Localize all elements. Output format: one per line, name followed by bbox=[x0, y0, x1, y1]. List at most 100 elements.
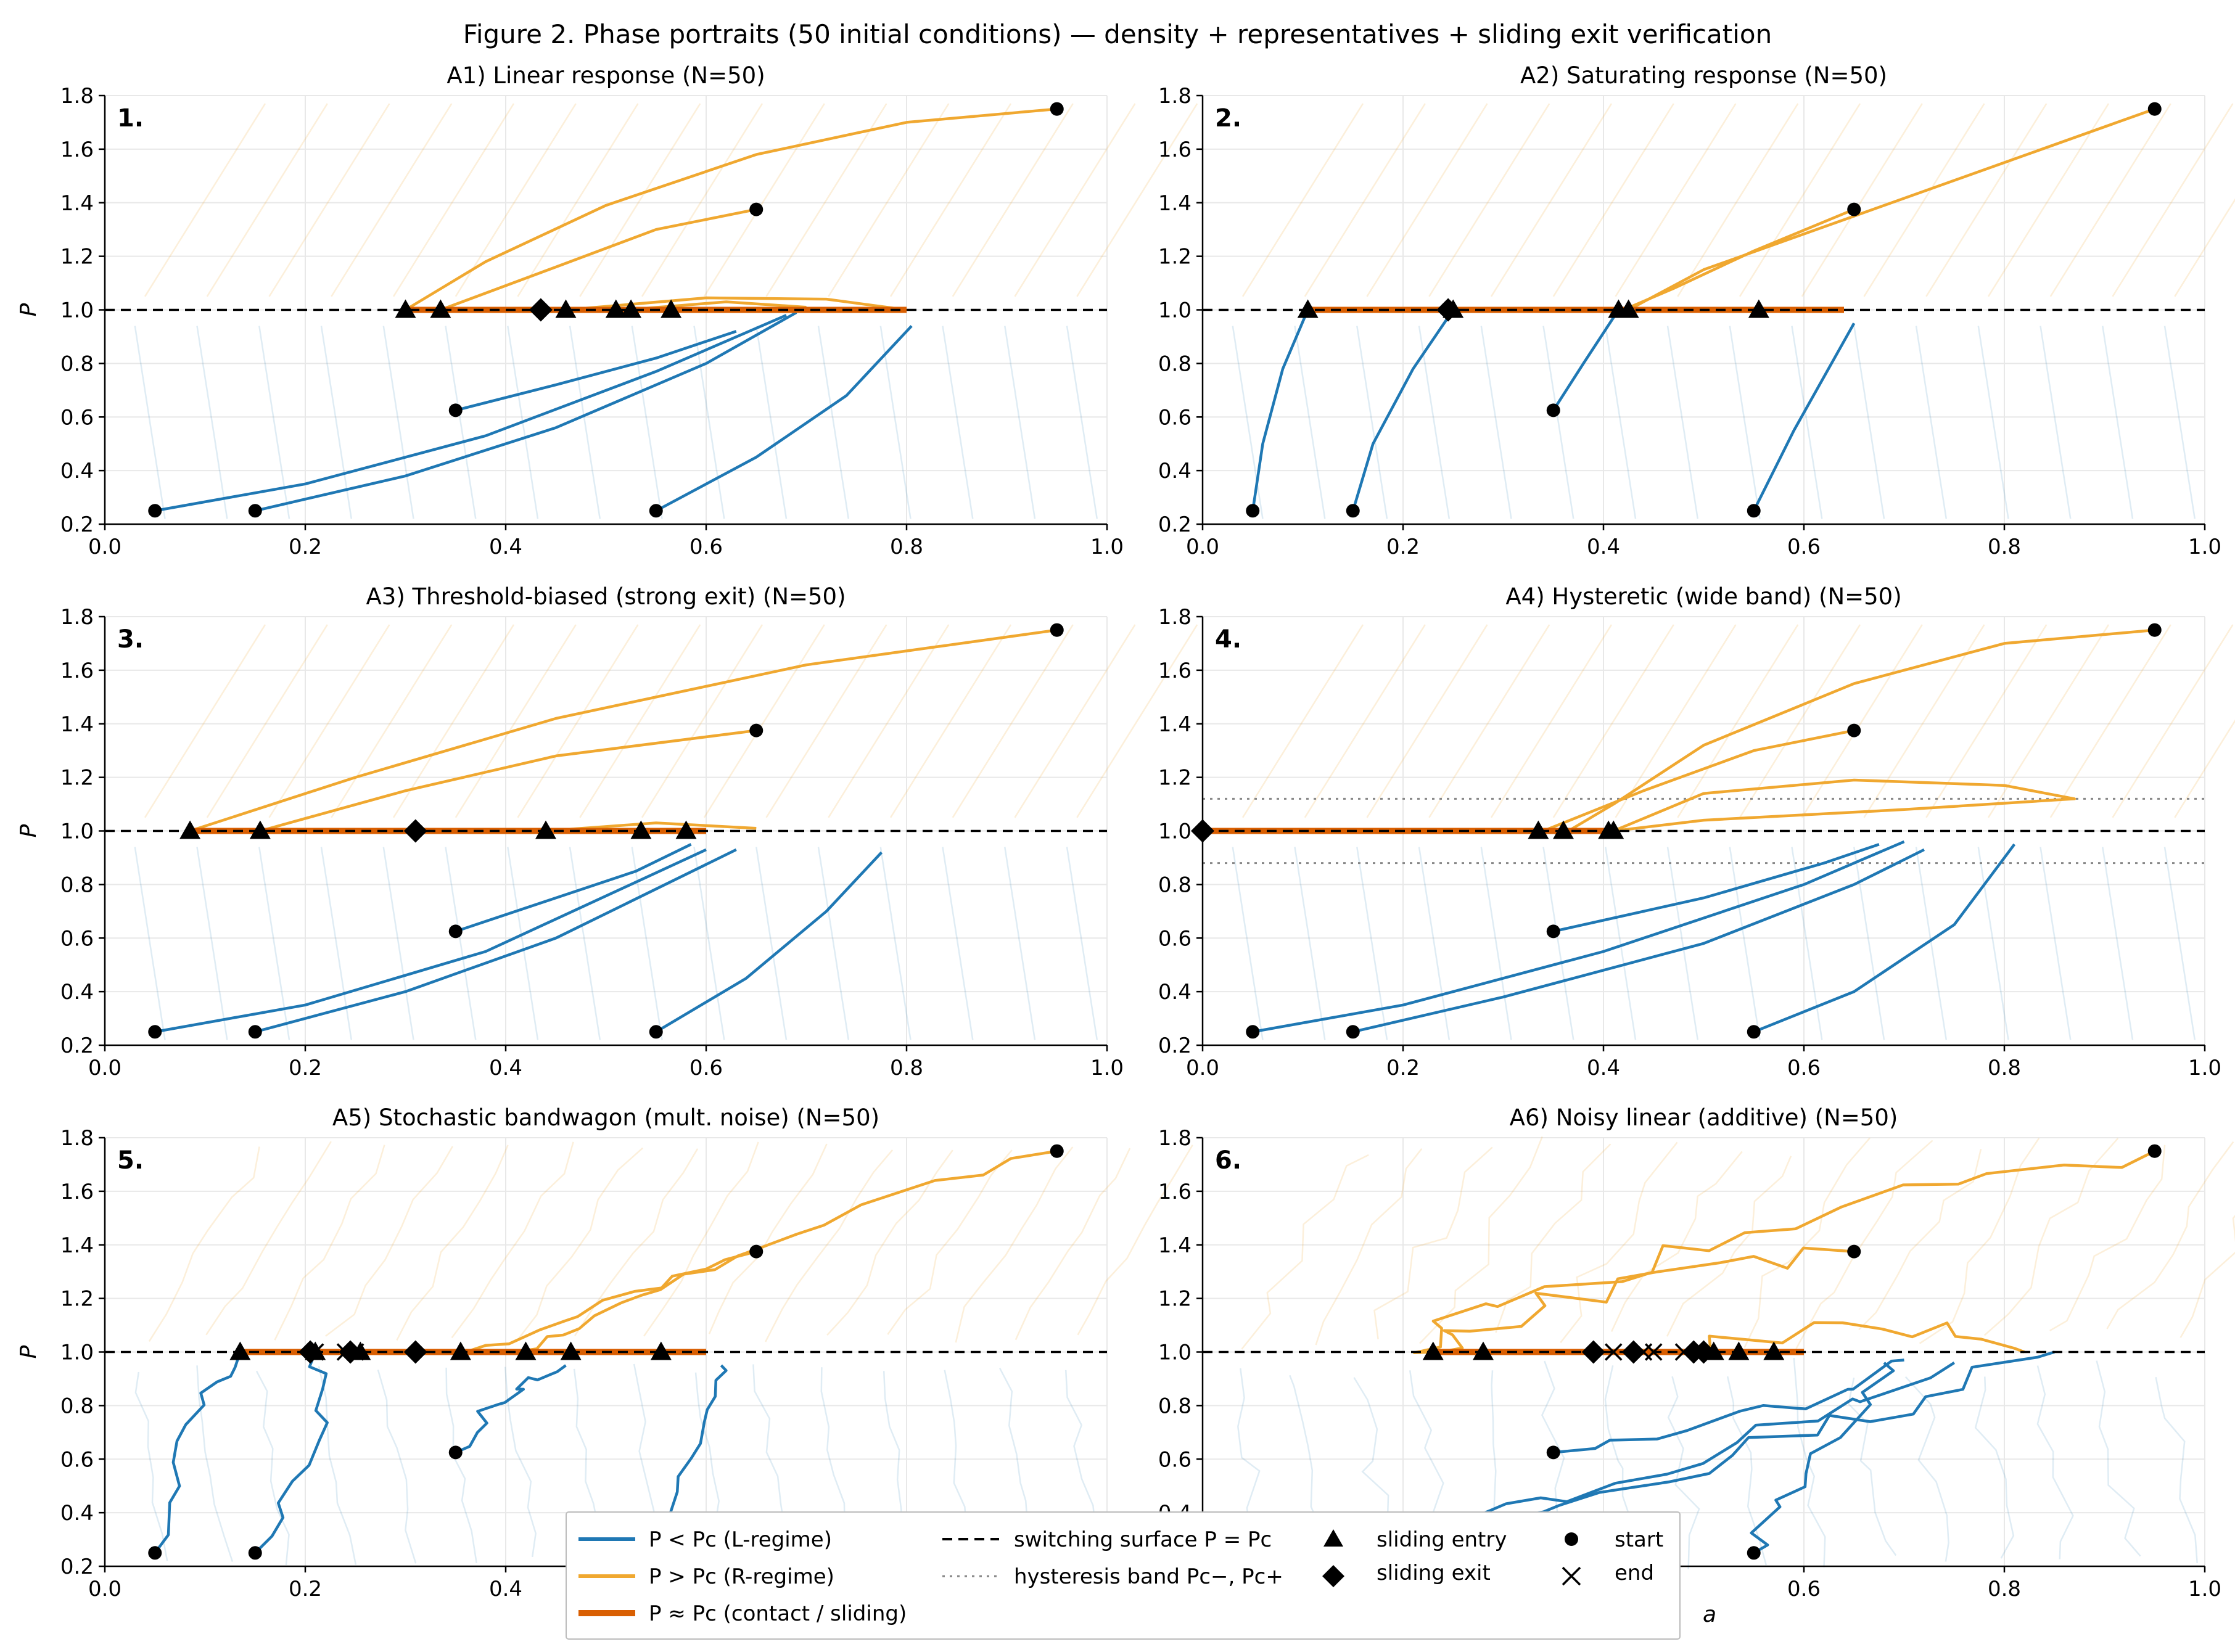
r-regime-trajectory bbox=[1653, 1321, 2025, 1354]
flow-line-l bbox=[1294, 847, 1326, 1040]
x-tick-label: 0.0 bbox=[88, 1577, 121, 1601]
y-tick-label: 1.8 bbox=[1158, 605, 1192, 630]
flow-line-r bbox=[206, 624, 328, 818]
x-tick-label: 0.2 bbox=[289, 1577, 322, 1601]
flow-line-r bbox=[765, 624, 887, 818]
x-tick-label: 0.2 bbox=[289, 535, 322, 559]
flow-line-r bbox=[148, 1146, 260, 1342]
flow-line-r bbox=[331, 103, 453, 297]
r-regime-trajectory bbox=[1623, 208, 1855, 311]
x-tick-label: 0.4 bbox=[1587, 1056, 1620, 1080]
y-tick-label: 1.8 bbox=[1158, 84, 1192, 109]
x-tick-label: 0.2 bbox=[1386, 535, 1420, 559]
sliding-entry-marker bbox=[395, 299, 416, 318]
x-tick-label: 0.6 bbox=[689, 1056, 723, 1080]
y-tick-label: 1.2 bbox=[1158, 245, 1192, 269]
flow-line-l bbox=[1066, 847, 1098, 1040]
flow-line-l bbox=[445, 326, 477, 519]
flow-line-r bbox=[1241, 103, 1364, 297]
flow-line-r bbox=[1925, 103, 2048, 297]
flow-line-r bbox=[1983, 1138, 2119, 1336]
flow-line-r bbox=[1560, 1141, 1678, 1344]
y-tick-label: 0.6 bbox=[1158, 405, 1192, 430]
y-tick-label: 1.6 bbox=[1158, 659, 1192, 683]
start-marker bbox=[1847, 1244, 1861, 1259]
y-tick-label: 1.8 bbox=[1158, 1126, 1192, 1151]
flow-line-l bbox=[1356, 326, 1388, 519]
x-tick-label: 0.2 bbox=[289, 1056, 322, 1080]
start-marker bbox=[749, 723, 764, 738]
y-tick-label: 0.2 bbox=[60, 512, 94, 537]
r-regime-trajectory bbox=[189, 628, 1058, 832]
flow-line-l bbox=[2039, 326, 2072, 519]
flow-line-r bbox=[889, 103, 1012, 297]
flow-line-r bbox=[1076, 103, 1198, 297]
flow-line-l bbox=[255, 1370, 290, 1566]
flow-line-l bbox=[320, 326, 353, 519]
y-tick-label: 1.2 bbox=[1158, 1287, 1192, 1312]
flow-line-r bbox=[1739, 624, 1861, 818]
l-regime-trajectory bbox=[154, 1351, 242, 1554]
x-tick-label: 0.6 bbox=[689, 535, 723, 559]
x-tick-label: 0.4 bbox=[489, 1577, 522, 1601]
start-marker bbox=[248, 504, 262, 518]
flow-line-l bbox=[1418, 326, 1451, 519]
panel-5: 0.00.20.40.60.81.00.20.40.60.81.01.21.41… bbox=[16, 1104, 1193, 1601]
l-regime-trajectory bbox=[255, 311, 797, 512]
panel-title: A4) Hysteretic (wide band) (N=50) bbox=[1505, 583, 1901, 610]
flow-line-r bbox=[1077, 1144, 1193, 1336]
y-tick-label: 0.4 bbox=[60, 459, 94, 483]
flow-line-r bbox=[1419, 1136, 1543, 1344]
legend: P < Pc (L-regime) P > Pc (R-regime) P ≈ … bbox=[566, 1511, 1681, 1640]
flow-line-r bbox=[1615, 103, 1737, 297]
flow-line-r bbox=[703, 103, 825, 297]
legend-box bbox=[566, 1511, 1681, 1640]
sliding-entry-marker bbox=[1297, 299, 1319, 318]
sliding-entry-marker bbox=[1618, 299, 1639, 318]
y-tick-label: 1.6 bbox=[1158, 138, 1192, 162]
y-tick-label: 0.4 bbox=[1158, 459, 1192, 483]
r-regime-trajectory bbox=[1628, 107, 2155, 311]
legend-contact-label: P ≈ Pc (contact / sliding) bbox=[649, 1601, 907, 1626]
flow-line-r bbox=[455, 624, 577, 818]
flow-line-r bbox=[2049, 103, 2171, 297]
sliding-entry-marker bbox=[661, 299, 682, 318]
flow-line-l bbox=[942, 847, 974, 1040]
sliding-entry-marker bbox=[515, 1341, 537, 1360]
flow-line-r bbox=[2112, 103, 2234, 297]
flow-line-r bbox=[144, 624, 266, 818]
flow-line-r bbox=[1863, 624, 1985, 818]
x-tick-label: 0.4 bbox=[489, 1056, 522, 1080]
r-regime-trajectory bbox=[515, 1149, 1058, 1354]
flow-line-r bbox=[708, 1143, 828, 1334]
y-tick-label: 0.8 bbox=[1158, 351, 1192, 376]
y-tick-label: 1.0 bbox=[60, 1341, 94, 1365]
r-regime-trajectory bbox=[440, 208, 757, 311]
y-tick-label: 1.2 bbox=[60, 1287, 94, 1312]
flow-line-r bbox=[765, 103, 887, 297]
y-tick-label: 0.8 bbox=[1158, 1394, 1192, 1418]
sliding-entry-marker bbox=[450, 1341, 471, 1360]
sliding-exit-marker bbox=[1621, 1340, 1645, 1364]
flow-line-r bbox=[144, 103, 266, 297]
start-marker bbox=[2147, 1144, 2162, 1158]
y-tick-label: 1.4 bbox=[60, 191, 94, 216]
y-tick-label: 0.2 bbox=[1158, 512, 1192, 537]
flow-line-l bbox=[817, 326, 850, 519]
flow-line-r bbox=[641, 624, 764, 818]
panel-2: 0.0 0.2 0.4 0.6 0.8 1.00.20.40.60.81.01.21.41… bbox=[1158, 62, 2235, 559]
flow-line-l bbox=[631, 326, 663, 519]
l-regime-trajectory bbox=[1352, 848, 1925, 1034]
flow-line-l bbox=[1853, 326, 1885, 519]
r-regime-trajectory bbox=[1433, 1246, 1854, 1354]
l-regime-trajectory bbox=[154, 848, 707, 1034]
flow-line-r bbox=[517, 624, 639, 818]
x-tick-label: 1.0 bbox=[2188, 1056, 2221, 1080]
flow-line-l bbox=[134, 1371, 168, 1561]
flow-line-l bbox=[1793, 1357, 1826, 1568]
y-tick-label: 1.0 bbox=[1158, 1341, 1192, 1365]
x-tick-label: 0.0 bbox=[1186, 535, 1219, 559]
flow-line-l bbox=[504, 1366, 537, 1558]
sliding-exit-marker bbox=[403, 819, 427, 843]
y-tick-label: 1.4 bbox=[60, 1233, 94, 1258]
